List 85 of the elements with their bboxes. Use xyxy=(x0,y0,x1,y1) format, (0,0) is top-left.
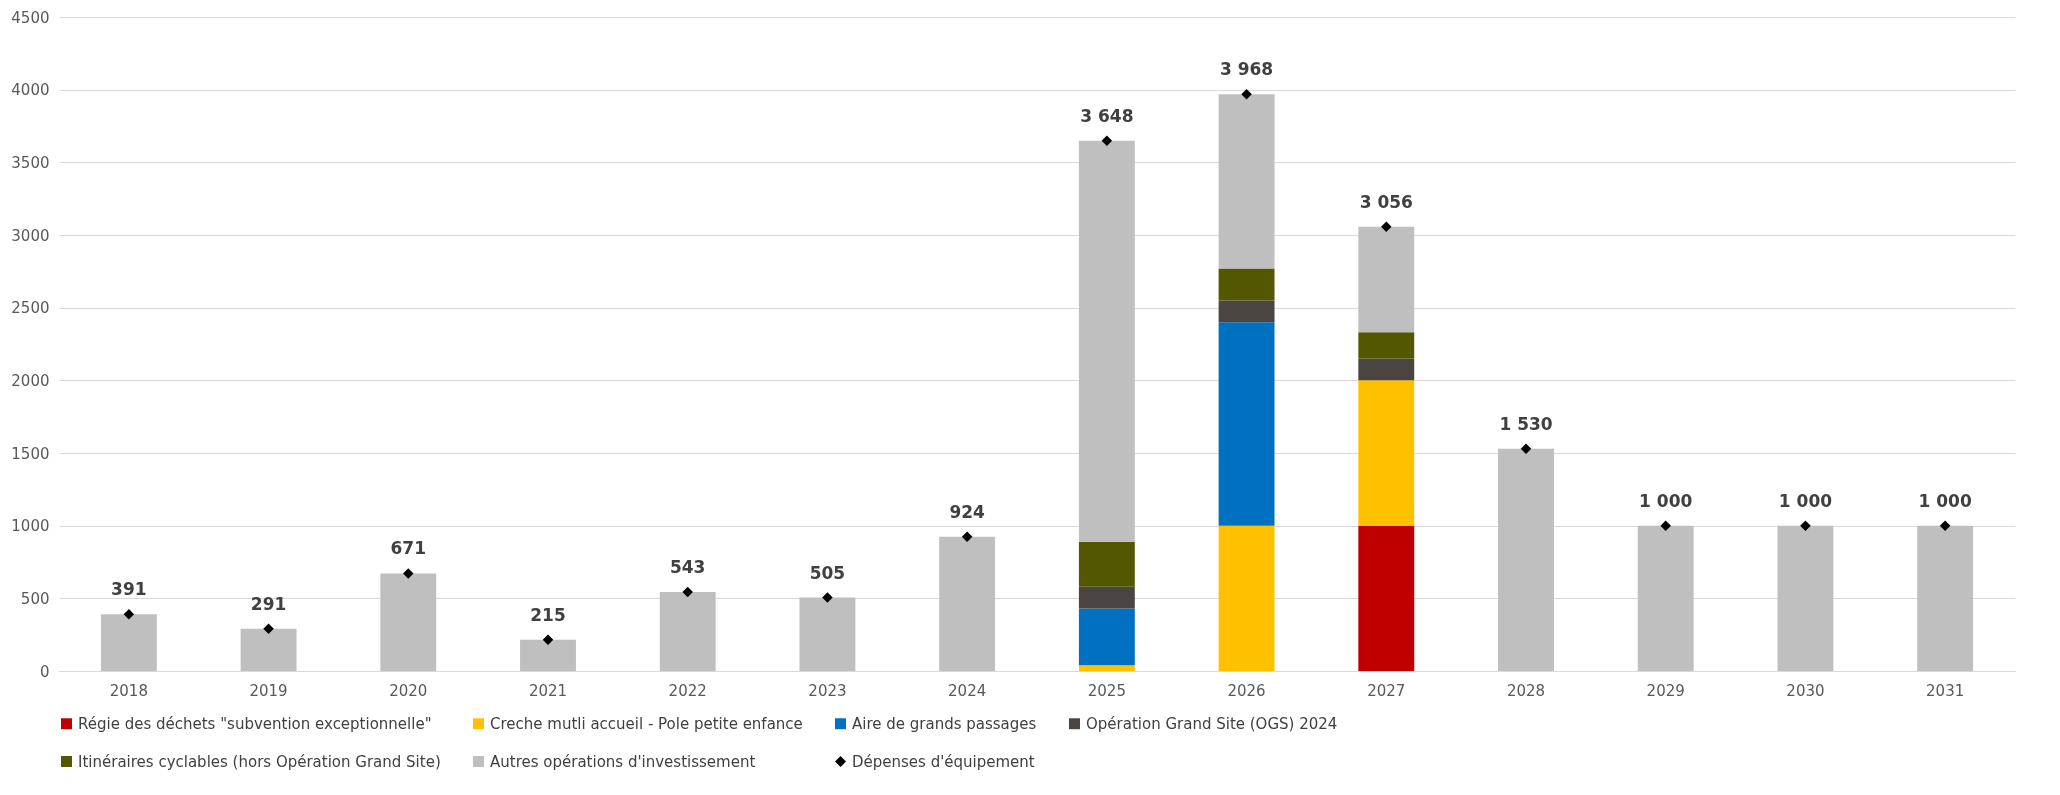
bar xyxy=(1078,541,1135,587)
bar xyxy=(100,614,157,671)
bar xyxy=(1078,140,1135,542)
legend-label: Dépenses d'équipement xyxy=(852,752,1035,771)
bar xyxy=(1498,448,1554,671)
legend-label: Autres opérations d'investissement xyxy=(490,752,756,771)
bar xyxy=(659,592,716,671)
y-tick-label: 4500 xyxy=(11,8,50,27)
y-tick-label: 0 xyxy=(39,662,50,681)
data-label: 391 xyxy=(111,579,147,600)
legend-label: Régie des déchets "subvention exceptionnelle" xyxy=(78,714,432,733)
bar xyxy=(1218,268,1275,301)
x-tick-label: 2027 xyxy=(1367,681,1406,700)
x-tick-label: 2023 xyxy=(808,681,847,700)
bar xyxy=(1777,525,1834,671)
point xyxy=(1800,520,1811,531)
bar xyxy=(520,639,576,671)
legend-label: Itinéraires cyclables (hors Opération Grand Site) xyxy=(78,752,441,771)
x-tick-label: 2019 xyxy=(249,681,288,700)
point xyxy=(682,586,693,598)
bar xyxy=(1218,300,1275,323)
x-tick-label: 2031 xyxy=(1926,681,1965,700)
bar xyxy=(1078,665,1135,671)
y-tick-label: 4000 xyxy=(11,81,50,100)
bar xyxy=(1218,94,1275,269)
bar xyxy=(1078,586,1135,609)
x-tick-label: 2024 xyxy=(948,681,987,700)
y-tick-label: 2500 xyxy=(11,299,50,318)
data-label: 3 056 xyxy=(1359,191,1413,212)
point xyxy=(1939,520,1951,531)
bar xyxy=(1078,608,1135,666)
y-tick-label: 1500 xyxy=(11,444,50,463)
y-tick-label: 3000 xyxy=(11,226,50,245)
x-tick-label: 2022 xyxy=(668,681,707,700)
data-label: 3 648 xyxy=(1080,105,1134,126)
point xyxy=(263,623,274,634)
bar xyxy=(1358,332,1415,359)
data-label: 1 530 xyxy=(1499,413,1553,434)
y-tick-label: 500 xyxy=(20,589,50,608)
legend-label: Creche mutli accueil - Pole petite enfance xyxy=(490,714,803,733)
data-label: 215 xyxy=(530,604,566,625)
data-label: 671 xyxy=(390,538,427,559)
bar xyxy=(240,628,297,671)
data-label: 3 968 xyxy=(1219,59,1274,80)
bar xyxy=(1637,525,1694,671)
point xyxy=(961,531,973,542)
data-label: 924 xyxy=(949,501,986,522)
x-tick-label: 2030 xyxy=(1786,681,1825,700)
data-label: 1 000 xyxy=(1918,490,1972,511)
x-tick-label: 2021 xyxy=(528,681,568,700)
point xyxy=(1381,221,1392,233)
point xyxy=(1101,135,1113,147)
data-label: 543 xyxy=(669,557,706,578)
bar xyxy=(1358,226,1415,333)
legend-label: Opération Grand Site (OGS) 2024 xyxy=(1086,714,1338,733)
x-tick-label: 2026 xyxy=(1227,681,1266,700)
point xyxy=(403,568,414,579)
data-label: 291 xyxy=(250,593,287,614)
bar xyxy=(1218,525,1275,671)
x-tick-label: 2029 xyxy=(1646,681,1685,700)
bar xyxy=(380,573,437,671)
y-tick-label: 2000 xyxy=(11,371,50,390)
point xyxy=(822,592,833,603)
point xyxy=(1241,89,1252,100)
x-tick-label: 2028 xyxy=(1506,681,1546,700)
point xyxy=(1660,520,1671,531)
bar xyxy=(1218,322,1275,526)
bar xyxy=(1358,380,1415,526)
bar xyxy=(1358,358,1415,381)
bar xyxy=(799,597,856,671)
bar xyxy=(1917,525,1974,671)
bar xyxy=(939,536,996,671)
data-label: 1 000 xyxy=(1639,490,1693,511)
y-tick-label: 3500 xyxy=(11,153,50,172)
data-label: 1 000 xyxy=(1778,490,1833,511)
point xyxy=(542,634,554,645)
point xyxy=(1520,443,1532,454)
y-tick-label: 1000 xyxy=(11,517,50,536)
point xyxy=(123,608,135,620)
x-tick-label: 2025 xyxy=(1087,681,1126,700)
x-tick-label: 2018 xyxy=(109,681,148,700)
bar xyxy=(1358,525,1415,671)
legend-label: Aire de grands passages xyxy=(852,714,1037,733)
x-tick-label: 2020 xyxy=(389,681,428,700)
data-label: 505 xyxy=(809,562,846,583)
